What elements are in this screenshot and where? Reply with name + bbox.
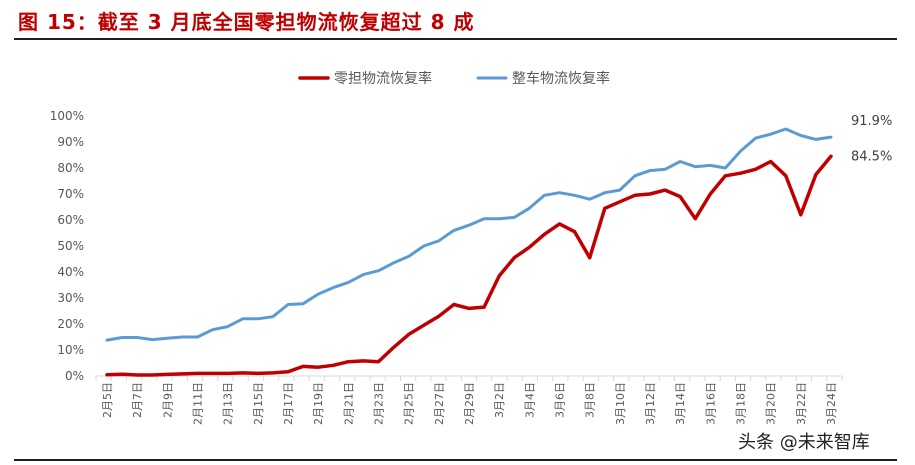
x-tick-label: 3月22日	[795, 382, 808, 425]
y-tick-label: 20%	[57, 317, 84, 331]
x-tick-label: 3月24日	[825, 382, 838, 425]
y-tick-label: 90%	[57, 135, 84, 149]
watermark: 头条 @未来智库	[738, 432, 870, 453]
series-line-1	[105, 154, 833, 377]
y-tick-label: 70%	[57, 187, 84, 201]
x-tick-label: 2月25日	[403, 382, 416, 425]
y-tick-label: 40%	[57, 265, 84, 279]
x-tick-label: 2月7日	[131, 382, 144, 418]
x-tick-label: 3月14日	[674, 382, 687, 425]
y-axis: 0% 10% 20% 30% 40% 50% 60% 70% 80% 90% 100%	[50, 109, 84, 383]
legend-label: 整车物流恢复率	[512, 70, 610, 87]
x-tick-label: 2月9日	[161, 382, 174, 418]
y-tick-label: 100%	[50, 109, 84, 123]
y-tick-label: 50%	[57, 239, 84, 253]
x-tick-label: 2月15日	[252, 382, 265, 425]
x-tick-label: 3月10日	[614, 382, 627, 425]
bottom-divider	[14, 459, 897, 461]
end-value-label: 84.5%	[851, 149, 892, 164]
chart-legend: 零担物流恢复率 整车物流恢复率	[298, 70, 610, 87]
figure-title: 图 15：截至 3 月底全国零担物流恢复超过 8 成	[18, 10, 475, 34]
x-tick-label: 2月19日	[312, 382, 325, 425]
x-tick-label: 2月11日	[192, 382, 205, 425]
legend-label: 零担物流恢复率	[334, 70, 432, 87]
x-axis: 2月5日 2月7日 2月9日 2月11日 2月13日 2月15日 2月17日 2月19日 2月2…	[95, 375, 843, 425]
y-tick-label: 10%	[57, 343, 84, 357]
y-tick-label: 30%	[57, 291, 84, 305]
x-tick-label: 2月27日	[433, 382, 446, 425]
y-tick-label: 80%	[57, 161, 84, 175]
x-tick-label: 2月23日	[373, 382, 386, 425]
x-tick-label: 3月20日	[765, 382, 778, 425]
x-tick-label: 3月12日	[644, 382, 657, 425]
end-labels: 84.5% 91.9%	[851, 114, 892, 164]
top-divider	[14, 38, 897, 40]
end-value-label: 91.9%	[851, 114, 892, 129]
x-tick-label: 3月8日	[584, 382, 597, 418]
x-tick-label: 3月4日	[523, 382, 536, 418]
x-tick-label: 2月5日	[101, 382, 114, 418]
series-line-2	[105, 127, 833, 342]
x-tick-label: 2月29日	[463, 382, 476, 425]
x-tick-label: 2月13日	[222, 382, 235, 425]
y-tick-label: 60%	[57, 213, 84, 227]
y-tick-label: 0%	[65, 369, 84, 383]
x-tick-label: 3月2日	[493, 382, 506, 418]
series-lines	[105, 127, 833, 377]
x-tick-label: 3月16日	[704, 382, 717, 425]
x-tick-label: 2月17日	[282, 382, 295, 425]
x-tick-label: 3月18日	[735, 382, 748, 425]
x-tick-label: 3月6日	[554, 382, 567, 418]
x-tick-label: 2月21日	[342, 382, 355, 425]
